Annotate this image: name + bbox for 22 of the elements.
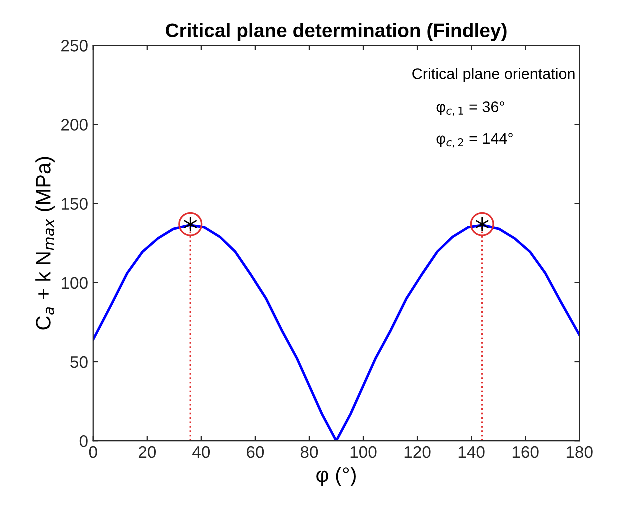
x-tick-label: 180 [566, 446, 593, 458]
x-tick-label: 60 [247, 446, 264, 458]
y-tick-label: 0 [80, 435, 88, 448]
y-tick-label: 100 [62, 277, 88, 290]
x-tick-label: 20 [138, 446, 156, 458]
x-tick-label: 100 [350, 446, 377, 458]
x-tick-label: 0 [89, 446, 98, 458]
y-tick-label: 150 [62, 198, 88, 210]
x-tick-label: 120 [404, 446, 431, 458]
y-tick-label: 50 [70, 356, 88, 368]
annotation: Critical plane orientation [412, 68, 575, 82]
annotation: φ$_{c,2}$ = 144° [436, 133, 513, 148]
x-tick-label: 160 [512, 446, 539, 458]
x-tick-label: 80 [300, 446, 318, 458]
x-axis-title: φ (°) [316, 467, 356, 486]
y-axis-title: C$_{a}$ + k N$_{max}$ (MPa) [36, 157, 55, 330]
y-tick-label: 200 [62, 119, 88, 131]
x-tick-label: 140 [458, 446, 485, 458]
x-tick-label: 40 [192, 446, 210, 458]
chart-title: Critical plane determination (Findley) [166, 23, 507, 42]
annotation: φ$_{c,1}$ = 36° [436, 102, 504, 116]
y-tick-label: 250 [62, 40, 88, 52]
